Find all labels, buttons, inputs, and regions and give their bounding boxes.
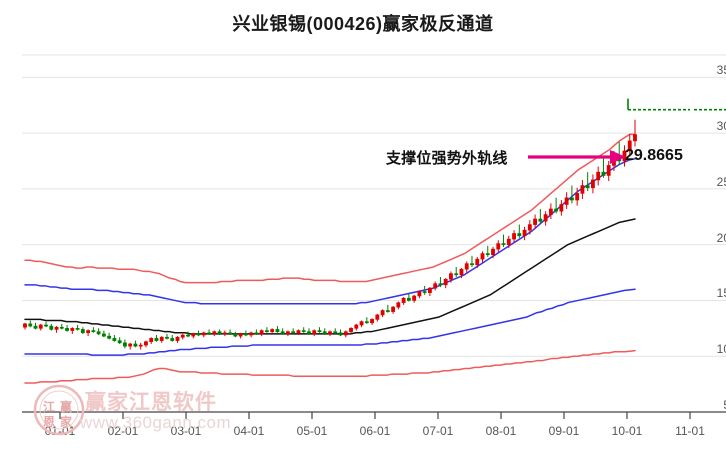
x-tick-02-01: 02-01 [107,424,139,438]
grid-lines [22,54,726,413]
x-tick-10-01: 10-01 [611,424,643,438]
x-tick-04-01: 04-01 [233,424,265,438]
seal-char-2: 赢 [60,400,73,414]
watermark-url: www.360gann.com [80,413,232,432]
channel-band-lines [24,133,636,384]
watermark-brand: 赢家江恩软件 [85,391,217,414]
annotation-arrow [528,150,626,164]
y-tick-15: 15 [716,286,726,301]
page-title: 兴业银锡(000426)赢家极反通道 [232,14,494,34]
annotation-price-value: 29.8665 [625,147,683,164]
annotation-label: 支撑位强势外轨线 [386,150,508,167]
x-tick-07-01: 07-01 [422,424,454,438]
seal-char-1: 江 [43,400,56,414]
x-tick-09-01: 09-01 [548,424,580,438]
x-tick-08-01: 08-01 [485,424,517,438]
candlestick-series [23,119,637,350]
watermark-seal-logo: 江 赢 恩 家 [33,384,85,436]
x-tick-05-01: 05-01 [296,424,328,438]
y-tick-5: 5 [694,398,726,412]
green-marker-line [627,98,726,111]
x-tick-03-01: 03-01 [170,424,202,438]
y-tick-30: 30 [716,119,726,134]
x-tick-11-01: 11-01 [675,424,705,438]
y-tick-35: 35 [716,63,726,78]
axis-lines [22,411,726,419]
y-tick-25: 25 [716,174,726,189]
y-tick-10: 10 [716,342,726,357]
seal-char-3: 恩 [43,415,56,429]
seal-char-4: 家 [60,415,73,429]
y-tick-20: 20 [716,230,726,245]
x-tick-06-01: 06-01 [359,424,391,438]
